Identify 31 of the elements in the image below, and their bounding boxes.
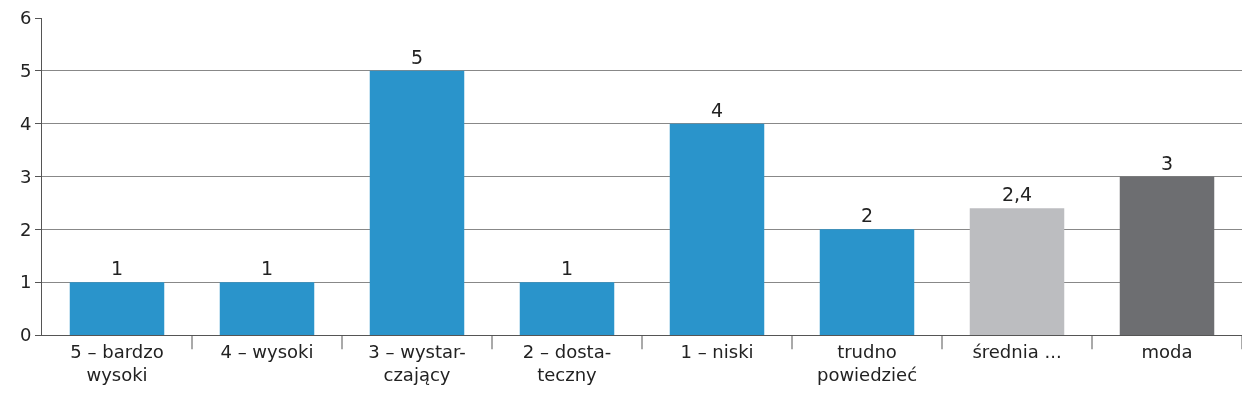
bar [219, 282, 315, 335]
bar [1119, 176, 1215, 335]
x-tick-label: 3 – wystar- czający [368, 340, 466, 385]
bar [369, 70, 465, 335]
data-label: 1 [110, 257, 124, 280]
data-label: 4 [710, 98, 724, 121]
data-label: 1 [560, 257, 574, 280]
y-tick-label: 4 [19, 112, 32, 134]
data-label: 1 [260, 257, 274, 280]
x-tick-label: 4 – wysoki [220, 340, 314, 362]
x-tick-label: średnia ... [972, 340, 1062, 362]
y-tick-label: 1 [19, 271, 32, 293]
bar [69, 282, 165, 335]
data-label: 2,4 [1001, 183, 1033, 206]
data-label: 2 [860, 204, 874, 227]
bar [519, 282, 615, 335]
y-tick-label: 5 [19, 60, 32, 82]
bar [819, 229, 915, 335]
bar [969, 208, 1065, 335]
data-label: 3 [1160, 151, 1174, 174]
x-tick-label: trudno powiedzieć [816, 340, 918, 385]
x-tick-label: 1 – niski [680, 340, 754, 362]
y-tick-label: 6 [19, 7, 32, 29]
bar [669, 123, 765, 335]
y-tick-label: 0 [19, 324, 32, 346]
y-tick-label: 2 [19, 218, 32, 240]
y-tick-label: 3 [19, 165, 32, 187]
x-tick-label: 5 – bardzo wysoki [70, 340, 164, 385]
x-tick-label: 2 – dosta- teczny [522, 340, 612, 385]
x-tick-label: moda [1141, 340, 1193, 362]
data-label: 5 [410, 45, 424, 68]
